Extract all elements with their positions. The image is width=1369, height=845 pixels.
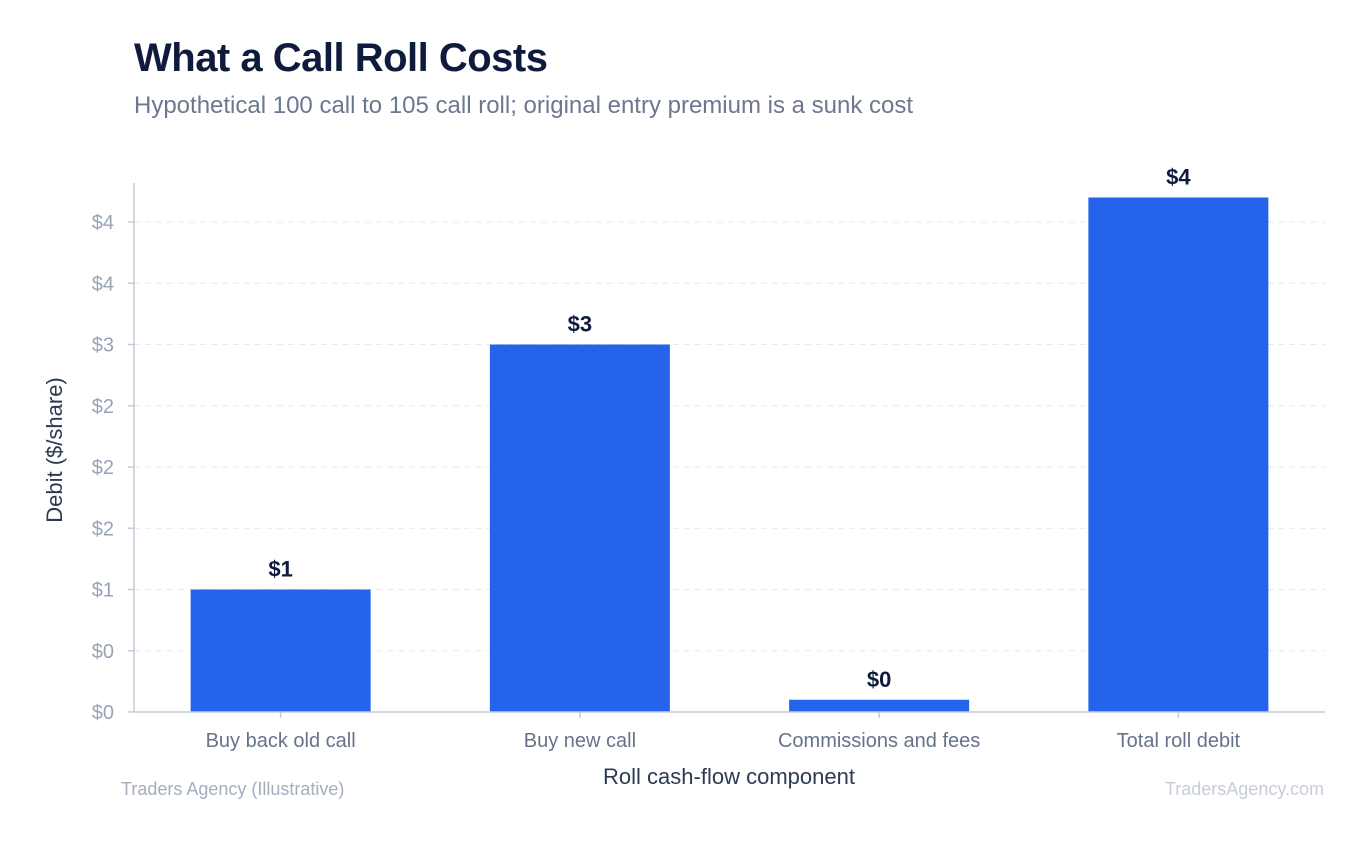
chart-title: What a Call Roll Costs: [134, 36, 548, 80]
brand-watermark: TradersAgency.com: [1164, 779, 1324, 799]
y-tick-label: $2: [92, 396, 114, 418]
bar: [190, 589, 371, 712]
x-tick-label: Commissions and fees: [778, 730, 980, 752]
y-axis-title: Debit ($/share): [42, 377, 67, 523]
bar-value-label: $1: [268, 557, 292, 582]
y-tick-label: $2: [92, 457, 114, 479]
value-labels: $1 $3 $0 $4: [268, 165, 1191, 692]
bar: [789, 699, 970, 712]
chart-subtitle: Hypothetical 100 call to 105 call roll; …: [134, 92, 914, 119]
x-tick-label: Total roll debit: [1117, 730, 1241, 752]
bar-value-label: $0: [867, 667, 891, 692]
bar: [489, 344, 670, 712]
y-tick-labels: $0 $0 $1 $2 $2 $2 $3 $4 $4: [92, 212, 134, 724]
y-tick-label: $4: [92, 212, 114, 234]
y-tick-label: $0: [92, 702, 114, 724]
bar-value-label: $3: [568, 312, 592, 337]
x-tick-label: Buy new call: [524, 730, 636, 752]
bar: [1088, 197, 1269, 712]
x-tick-label: Buy back old call: [206, 730, 356, 752]
source-note: Traders Agency (Illustrative): [121, 779, 345, 799]
y-tick-label: $3: [92, 335, 114, 357]
y-tick-label: $0: [92, 641, 114, 663]
y-tick-label: $4: [92, 273, 114, 295]
x-tick-labels: Buy back old call Buy new call Commissions…: [206, 712, 1241, 752]
bars: [190, 197, 1269, 712]
y-tick-label: $1: [92, 580, 114, 602]
bar-value-label: $4: [1166, 165, 1191, 190]
axes: [133, 183, 1325, 713]
x-axis-title: Roll cash-flow component: [603, 764, 855, 789]
y-tick-label: $2: [92, 518, 114, 540]
